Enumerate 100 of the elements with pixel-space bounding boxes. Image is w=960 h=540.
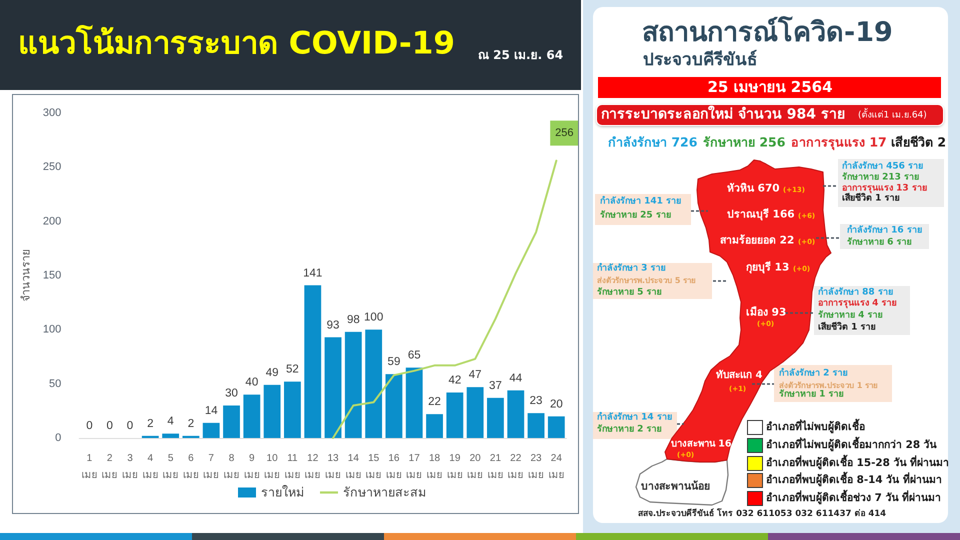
bar	[304, 285, 322, 438]
text: กำลังรักษา 88 ราย	[818, 287, 893, 298]
data-label: 93	[326, 319, 340, 332]
text: อาการรุนแรง 17	[791, 134, 887, 150]
bar	[548, 416, 565, 438]
data-label: 0	[106, 420, 113, 432]
chart-subtitle: ณ 25 เม.ย. 64	[478, 48, 564, 62]
bar	[507, 390, 524, 438]
text: รักษาหาย 25 ราย	[600, 210, 671, 222]
text: ประจวบคีรีขันธ์	[643, 50, 757, 70]
data-label: 47	[468, 369, 482, 382]
text: รักษาหาย 2 ราย	[597, 424, 662, 436]
text: รักษาหาย 1 ราย	[779, 390, 844, 401]
bar	[344, 332, 362, 438]
x-tick-label: 20 เมย	[467, 453, 484, 481]
text: สถานการณ์โควิด-19	[642, 16, 893, 50]
text: (ตั้งแต่1 เม.ย.64)	[858, 110, 927, 122]
bar	[426, 414, 443, 438]
legend-label: รักษาหายสะสม	[343, 486, 426, 500]
x-tick-label: 2 เมย	[102, 453, 118, 481]
text: ปราณบุรี 166	[727, 208, 795, 222]
bar	[324, 337, 342, 438]
text: สสจ.ประจวบคีรีขันธ์ โทร 032 611053 032 611437 ต่อ 414	[638, 508, 886, 520]
data-label: 20	[550, 398, 563, 410]
text: กำลังรักษา 16 ราย	[847, 225, 922, 236]
bar	[365, 330, 382, 438]
text: กำลังรักษา 2 ราย	[779, 368, 848, 379]
x-tick-label: 16 เมย	[386, 453, 402, 481]
data-label: 2	[147, 418, 154, 430]
text: รักษาหาย 5 ราย	[597, 287, 662, 298]
bar	[487, 398, 504, 438]
data-label: 22	[428, 396, 441, 408]
text: กำลังรักษา 14 ราย	[597, 412, 672, 424]
text: บางสะพานน้อย	[641, 480, 710, 494]
text: รักษาหาย 6 ราย	[847, 237, 912, 248]
text: อาการรุนแรง 13 ราย	[842, 183, 927, 194]
bar	[202, 422, 220, 438]
x-tick-label: 11 เมย	[284, 453, 300, 481]
x-tick-label: 7 เมย	[203, 453, 220, 481]
data-label: 40	[245, 376, 258, 389]
y-tick-label: 100	[42, 324, 62, 336]
legend-label: อำเภอที่พบผู้ติดเชื้อ 8-14 วัน ที่ผ่านมา	[766, 474, 942, 487]
text: ส่งตัวรักษารพ.ประจวบ 5 ราย	[597, 276, 696, 286]
legend-label: รายใหม่	[261, 486, 304, 500]
text: กำลังรักษา 456 ราย	[842, 161, 924, 172]
bar	[243, 394, 260, 438]
x-tick-label: 15 เมย	[366, 453, 382, 481]
data-label: 0	[86, 420, 93, 432]
x-tick-label: 12 เมย	[304, 453, 321, 481]
text: กำลังรักษา 726	[608, 134, 698, 150]
data-label: 65	[408, 350, 421, 362]
text: กำลังรักษา 141 ราย	[600, 196, 682, 208]
data-label: 37	[489, 380, 502, 392]
data-label: 256	[555, 127, 574, 140]
x-tick-label: 22 เมย	[508, 453, 524, 481]
y-axis-title: จำนวนราย	[20, 250, 32, 302]
data-label: 49	[266, 366, 279, 379]
x-tick-label: 24 เมย	[548, 453, 564, 481]
text: เมือง 93	[746, 306, 786, 319]
text: กุยบุรี 13	[746, 262, 790, 274]
text: ทับสะแก 4	[716, 370, 762, 382]
bar	[223, 406, 240, 438]
text: รักษาหาย 4 ราย	[818, 310, 883, 322]
y-tick-label: 200	[42, 215, 62, 228]
x-tick-label: 10 เมย	[264, 453, 280, 481]
legend-label: อำเภอที่พบผู้ติดเชื้อช่วง 7 วัน ที่ผ่านมา	[766, 492, 942, 504]
data-label: 52	[286, 364, 299, 376]
x-tick-label: 23 เมย	[528, 453, 544, 481]
data-label: 44	[509, 372, 523, 384]
data-label: 141	[303, 267, 322, 280]
legend-label: อำเภอที่ไม่พบผู้ติดเชื้อ	[766, 420, 865, 434]
chart-title: แนวโน้มการระบาด COVID-19	[18, 25, 455, 63]
text: เสียชีวิต 2	[891, 134, 946, 150]
x-tick-label: 9 เมย	[244, 453, 260, 481]
x-tick-label: 4 เมย	[142, 453, 158, 481]
text: รักษาหาย 213 ราย	[842, 172, 920, 184]
bar	[466, 387, 484, 438]
bar	[264, 384, 281, 438]
y-tick-label: 250	[42, 161, 62, 174]
text: บางสะพาน 16	[671, 438, 732, 450]
text: หัวหิน 670	[727, 182, 780, 195]
data-label: 98	[346, 314, 360, 326]
text: กำลังรักษา 3 ราย	[597, 263, 666, 274]
text: ส่งตัวรักษารพ.ประจวบ 1 ราย	[779, 380, 878, 390]
bar	[284, 382, 301, 438]
x-tick-label: 1 เมย	[81, 453, 98, 481]
bar	[386, 374, 402, 438]
text: เสียชีวิต 1 ราย	[842, 193, 900, 204]
x-tick-label: 18 เมย	[426, 453, 443, 481]
x-tick-label: 3 เมย	[122, 453, 138, 481]
bar	[162, 434, 180, 438]
x-tick-label: 5 เมย	[162, 453, 179, 481]
data-label: 100	[364, 312, 384, 324]
y-tick-label: 300	[42, 107, 62, 119]
text: การระบาดระลอกใหม่ จำนวน 984 ราย	[601, 106, 845, 124]
data-label: 42	[448, 374, 462, 386]
x-tick-label: 6 เมย	[182, 453, 199, 481]
data-label: 59	[388, 356, 400, 368]
data-label: 30	[225, 388, 238, 400]
bar	[446, 392, 464, 438]
